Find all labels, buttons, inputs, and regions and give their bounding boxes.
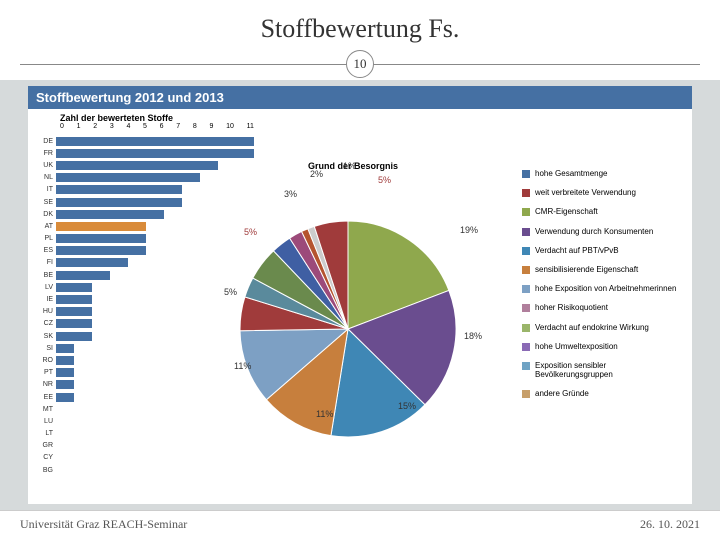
bar-label: UK [34, 162, 56, 169]
bar-label: GR [34, 442, 56, 449]
legend-text: Exposition sensibler Bevölkerungsgruppen [535, 361, 682, 379]
bar-label: LT [34, 430, 56, 437]
bar-label: BE [34, 272, 56, 279]
chart-card: Stoffbewertung 2012 und 2013 Zahl der be… [28, 86, 692, 504]
bar-x-axis: 01234567891011 [60, 123, 254, 133]
legend-swatch [522, 304, 530, 312]
bar-label: IE [34, 296, 56, 303]
bar-label: LU [34, 418, 56, 425]
bar-label: IT [34, 186, 56, 193]
pie-slice-label: 2% [310, 169, 323, 179]
legend-swatch [522, 324, 530, 332]
footer-left: Universität Graz REACH-Seminar [20, 517, 187, 532]
legend-item: sensibilisierende Eigenschaft [522, 265, 682, 274]
bar-label: ES [34, 247, 56, 254]
legend-item: Verdacht auf PBT/vPvB [522, 246, 682, 255]
pie-slice-label: 18% [464, 331, 482, 341]
legend-item: Exposition sensibler Bevölkerungsgruppen [522, 361, 682, 379]
bar-label: CZ [34, 320, 56, 327]
legend-swatch [522, 208, 530, 216]
bar-label: EE [34, 394, 56, 401]
bar-label: NR [34, 381, 56, 388]
chart-header: Stoffbewertung 2012 und 2013 [28, 86, 692, 109]
legend-item: hohe Exposition von Arbeitnehmerinnen [522, 284, 682, 293]
legend: hohe Gesamtmenge weit verbreitete Verwend… [522, 169, 682, 408]
bar-label: DK [34, 211, 56, 218]
footer-right: 26. 10. 2021 [640, 517, 700, 532]
legend-text: hohe Gesamtmenge [535, 169, 608, 178]
pie-slice-label: 3% [284, 189, 297, 199]
bar-label: PT [34, 369, 56, 376]
legend-text: hohe Umweltexposition [535, 342, 618, 351]
bar-label: SI [34, 345, 56, 352]
bar-label: SK [34, 333, 56, 340]
pie-slice-label: 5% [224, 287, 237, 297]
legend-swatch [522, 266, 530, 274]
legend-item: Verdacht auf endokrine Wirkung [522, 323, 682, 332]
page-number: 10 [346, 50, 374, 78]
bar-row: DE [34, 135, 254, 147]
legend-text: weit verbreitete Verwendung [535, 188, 636, 197]
bar-label: PL [34, 235, 56, 242]
bar-label: NL [34, 174, 56, 181]
legend-text: hoher Risikoquotient [535, 303, 608, 312]
legend-text: hohe Exposition von Arbeitnehmerinnen [535, 284, 676, 293]
bar-label: RO [34, 357, 56, 364]
bar-label: SE [34, 199, 56, 206]
pie-chart [198, 179, 498, 479]
bar-label: CY [34, 454, 56, 461]
pie-slice-label: 5% [244, 227, 257, 237]
legend-swatch [522, 247, 530, 255]
legend-swatch [522, 343, 530, 351]
footer: Universität Graz REACH-Seminar 26. 10. 2… [0, 510, 720, 540]
legend-swatch [522, 189, 530, 197]
legend-text: CMR-Eigenschaft [535, 207, 598, 216]
bar-label: AT [34, 223, 56, 230]
legend-text: sensibilisierende Eigenschaft [535, 265, 638, 274]
legend-item: CMR-Eigenschaft [522, 207, 682, 216]
legend-swatch [522, 170, 530, 178]
content-area: Stoffbewertung 2012 und 2013 Zahl der be… [0, 80, 720, 510]
legend-item: andere Gründe [522, 389, 682, 398]
legend-item: Verwendung durch Konsumenten [522, 227, 682, 236]
pie-slice-label: 5% [378, 175, 391, 185]
legend-text: Verwendung durch Konsumenten [535, 227, 653, 236]
pie-slice-label: 15% [398, 401, 416, 411]
legend-swatch [522, 228, 530, 236]
pie-slice-label: 11% [316, 409, 333, 419]
bar-row: FR [34, 147, 254, 159]
bar-label: LV [34, 284, 56, 291]
bar-label: FR [34, 150, 56, 157]
bar-chart-title: Zahl der bewerteten Stoffe [60, 113, 173, 123]
title-area: Stoffbewertung Fs. 10 [0, 0, 720, 80]
bar-label: HU [34, 308, 56, 315]
legend-swatch [522, 362, 530, 370]
legend-item: hohe Umweltexposition [522, 342, 682, 351]
bar-label: BG [34, 467, 56, 474]
pie-slice-label: 1% [343, 161, 356, 171]
bar-label: DE [34, 138, 56, 145]
legend-text: Verdacht auf endokrine Wirkung [535, 323, 649, 332]
bar-row: UK [34, 159, 254, 171]
legend-swatch [522, 390, 530, 398]
legend-item: weit verbreitete Verwendung [522, 188, 682, 197]
pie-slice-label: 19% [460, 225, 478, 235]
legend-item: hoher Risikoquotient [522, 303, 682, 312]
legend-text: andere Gründe [535, 389, 589, 398]
legend-text: Verdacht auf PBT/vPvB [535, 246, 619, 255]
legend-item: hohe Gesamtmenge [522, 169, 682, 178]
bar-label: MT [34, 406, 56, 413]
legend-swatch [522, 285, 530, 293]
slide-title: Stoffbewertung Fs. [0, 14, 720, 44]
pie-slice-label: 11% [234, 361, 251, 371]
bar-label: FI [34, 259, 56, 266]
